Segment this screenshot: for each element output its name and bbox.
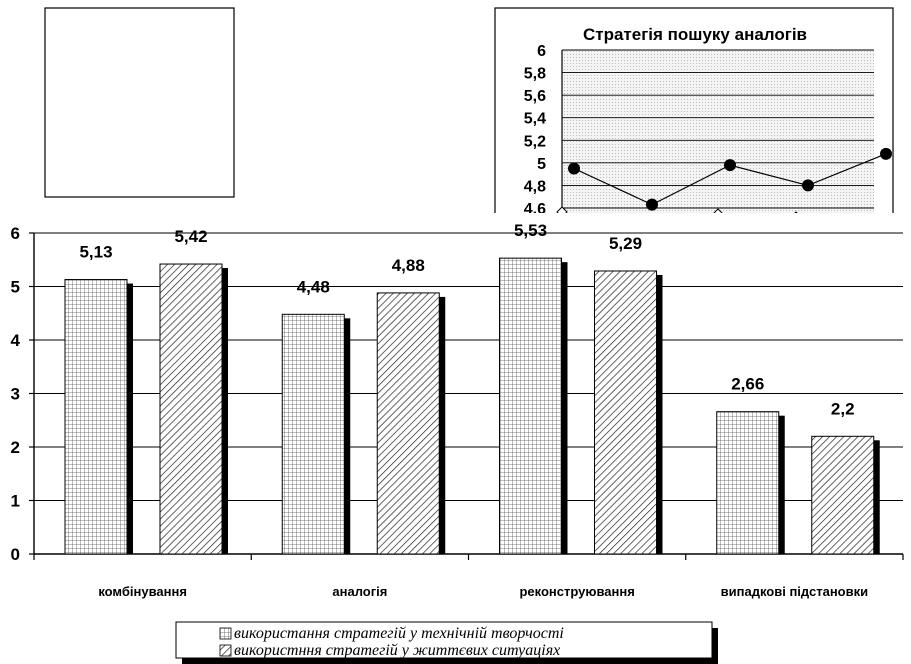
inset-data-point xyxy=(802,179,814,192)
legend-swatch-life xyxy=(219,644,232,657)
bar xyxy=(376,292,440,555)
inset-data-point xyxy=(646,198,658,211)
bar-value-label: 5,29 xyxy=(609,234,642,253)
bar-value-label: 5,42 xyxy=(174,227,207,246)
inset-title: Стратегія пошуку аналогів xyxy=(583,25,807,44)
category-label: комбінування xyxy=(98,584,187,599)
inset-data-point xyxy=(568,162,580,175)
inset-y-tick-label: 6 xyxy=(537,43,546,60)
bar xyxy=(811,435,875,555)
bar xyxy=(716,411,780,555)
inset-data-point xyxy=(724,159,736,172)
legend: використання стратегій у технічній творч… xyxy=(175,621,718,664)
bar-value-label: 2,2 xyxy=(831,399,855,418)
category-labels: комбінування аналогія реконструювання випад… xyxy=(98,584,868,599)
category-label: випадкові підстановки xyxy=(721,584,868,599)
inset-y-tick-label: 5,2 xyxy=(524,133,546,150)
bar-value-label: 4,48 xyxy=(297,277,330,296)
bar xyxy=(594,270,657,555)
bar-value-labels: 5,13 5,42 4,48 4,88 5,53 5,29 2,66 2,2 xyxy=(79,221,854,418)
y-tick-label: 2 xyxy=(11,438,20,457)
empty-box xyxy=(44,7,235,198)
inset-line-chart: Стратегія пошуку аналогів 4,64,855,25,45… xyxy=(494,7,894,223)
inset-plot-area xyxy=(562,50,874,218)
y-tick-label: 1 xyxy=(11,492,20,511)
y-tick-label: 5 xyxy=(11,278,20,297)
inset-data-point xyxy=(880,147,892,160)
bar-value-label: 5,13 xyxy=(79,243,112,262)
bar xyxy=(64,279,128,555)
y-tick-label: 6 xyxy=(11,224,20,243)
y-tick-label: 3 xyxy=(11,385,20,404)
bar xyxy=(281,313,345,555)
category-label: аналогія xyxy=(332,584,387,599)
bar-value-label: 2,66 xyxy=(731,375,764,394)
bars xyxy=(64,257,880,555)
y-tick-label: 4 xyxy=(11,331,21,350)
y-tick-label: 0 xyxy=(11,545,20,564)
legend-swatch-technical xyxy=(219,627,232,640)
bar xyxy=(499,257,562,555)
inset-y-tick-label: 4,8 xyxy=(524,178,546,195)
inset-y-tick-label: 5,8 xyxy=(524,66,546,83)
legend-label-technical: використання стратегій у технічній творч… xyxy=(234,625,564,642)
category-label: реконструювання xyxy=(519,584,634,599)
legend-box xyxy=(175,621,713,659)
bar-value-label: 5,53 xyxy=(514,221,547,240)
main-y-tick-labels: 0 1 2 3 4 5 6 xyxy=(11,224,21,564)
main-x-ticks xyxy=(33,554,904,560)
inset-y-tick-label: 5,4 xyxy=(524,111,546,128)
inset-y-tick-label: 5,6 xyxy=(524,88,546,105)
bar-value-label: 4,88 xyxy=(392,256,425,275)
inset-y-tick-label: 5 xyxy=(537,156,546,173)
inset-gridlines xyxy=(562,49,874,209)
legend-label-life: використння стратегій у життєвих ситуаці… xyxy=(234,642,560,659)
bar xyxy=(159,263,223,555)
